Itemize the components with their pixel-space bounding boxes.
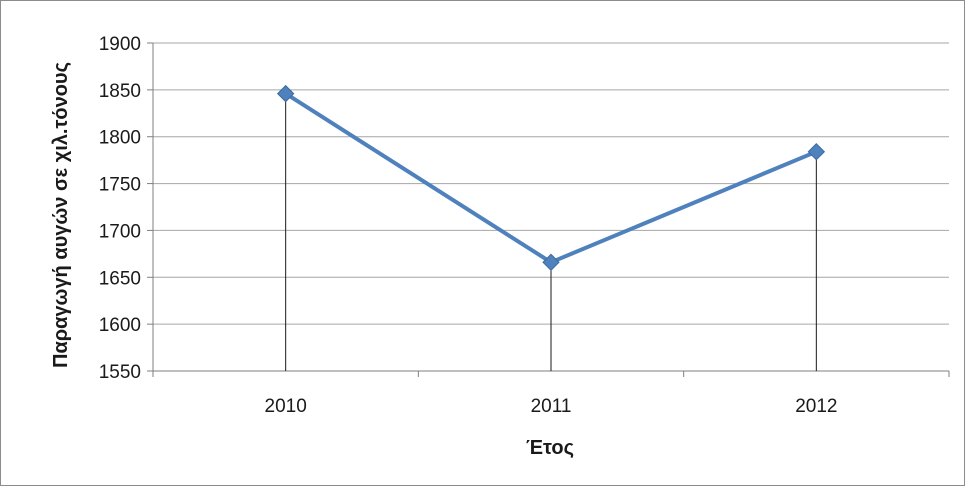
x-axis-title: Έτος (526, 437, 574, 459)
x-tick-label-2011: 2011 (531, 396, 572, 417)
data-point-2010 (276, 84, 295, 103)
y-tick-label: 1650 (99, 268, 141, 289)
data-point-2012 (807, 143, 826, 161)
y-tick-label: 1850 (99, 81, 141, 102)
x-tick-label-2010: 2010 (265, 396, 307, 417)
y-tick-labels: 1550 1600 1650 1700 1750 1800 1850 1900 (99, 34, 141, 383)
data-point-2011 (542, 253, 560, 271)
x-tick-label-2012: 2012 (795, 396, 837, 417)
y-tick-label: 1700 (99, 221, 141, 242)
gridlines (147, 42, 950, 377)
y-axis-title: Παραγωγή αυγών σε χιλ.τόνους (50, 62, 72, 368)
y-tick-label: 1800 (99, 128, 141, 149)
series-line (284, 91, 818, 265)
y-tick-label: 1750 (99, 175, 141, 196)
y-tick-label: 1900 (99, 34, 141, 55)
y-tick-label: 1600 (99, 315, 141, 336)
series-layer (276, 84, 826, 271)
y-tick-label: 1550 (99, 362, 141, 383)
drop-lines (285, 93, 817, 371)
x-tick-labels: 2010 2011 2012 (265, 396, 838, 417)
